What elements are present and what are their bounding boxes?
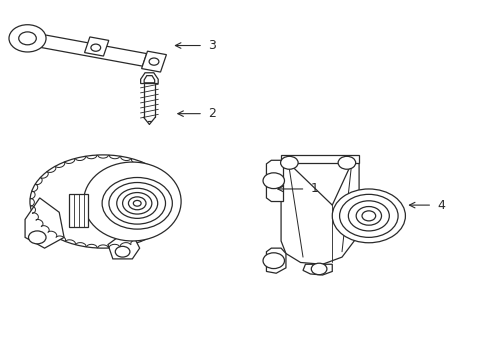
Text: 4: 4 (436, 199, 444, 212)
Circle shape (122, 193, 152, 214)
Circle shape (361, 211, 375, 221)
Ellipse shape (83, 162, 181, 241)
Circle shape (117, 188, 158, 219)
Polygon shape (69, 194, 88, 226)
Circle shape (311, 263, 326, 275)
Circle shape (339, 194, 397, 237)
Circle shape (128, 197, 146, 210)
Circle shape (263, 173, 284, 189)
Text: 3: 3 (207, 39, 215, 52)
Circle shape (133, 201, 141, 206)
Polygon shape (25, 198, 64, 248)
Circle shape (355, 207, 381, 225)
Circle shape (91, 44, 101, 51)
Text: 1: 1 (310, 183, 318, 195)
Polygon shape (25, 32, 146, 66)
Polygon shape (84, 37, 108, 56)
Polygon shape (144, 76, 154, 83)
Circle shape (19, 32, 36, 45)
Circle shape (149, 58, 159, 65)
Circle shape (337, 156, 355, 169)
Polygon shape (281, 160, 358, 264)
Circle shape (115, 246, 130, 257)
Circle shape (9, 25, 46, 52)
Polygon shape (108, 234, 140, 259)
Text: 2: 2 (207, 107, 215, 120)
Polygon shape (141, 73, 158, 84)
Polygon shape (303, 264, 331, 275)
Circle shape (280, 156, 298, 169)
Ellipse shape (30, 155, 176, 248)
Circle shape (347, 201, 388, 231)
Circle shape (109, 183, 165, 224)
Circle shape (331, 189, 405, 243)
Polygon shape (266, 160, 283, 202)
Polygon shape (266, 248, 285, 273)
Circle shape (28, 231, 46, 244)
Circle shape (102, 177, 172, 229)
Polygon shape (281, 155, 358, 163)
Circle shape (263, 253, 284, 269)
Polygon shape (142, 51, 166, 72)
